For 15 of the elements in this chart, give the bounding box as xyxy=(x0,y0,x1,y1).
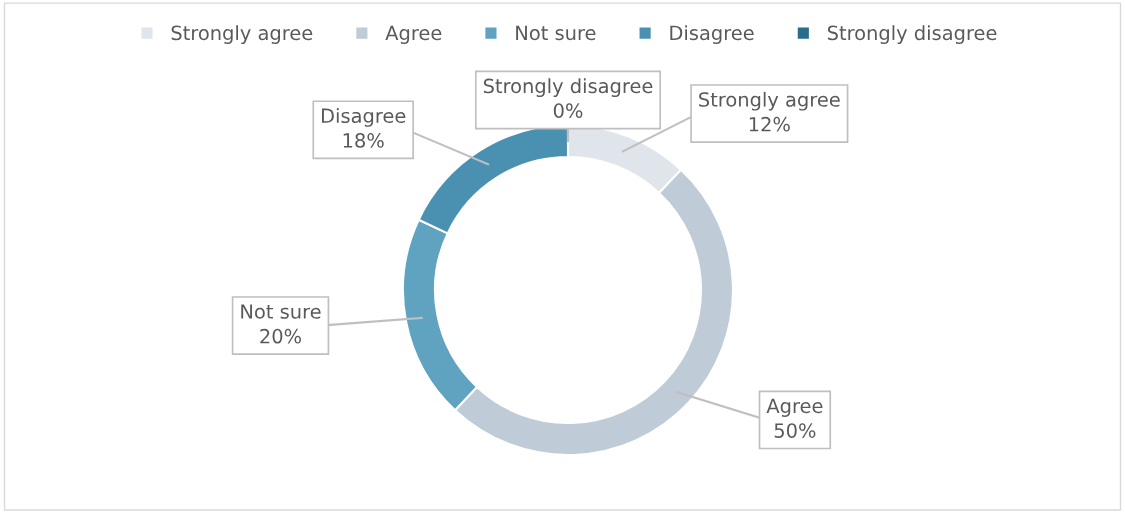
slice-label: Strongly agree xyxy=(699,91,840,111)
legend-label: Not sure xyxy=(516,25,596,41)
slice-label: Agree xyxy=(766,398,823,417)
data-label: 18% xyxy=(343,133,384,148)
legend-label: Disagree xyxy=(670,25,754,44)
data-label: 20% xyxy=(260,328,302,344)
category-label: Strongly disagree xyxy=(483,78,653,98)
slice-label: Not sure xyxy=(241,304,321,319)
text: 0% xyxy=(553,103,583,119)
slice-label: Disagree xyxy=(321,108,406,127)
legend-label: Agree xyxy=(385,25,442,44)
legend-label: Strongly disagree xyxy=(827,25,997,44)
data-label: 50% xyxy=(774,423,816,438)
data-label: 12% xyxy=(749,116,790,132)
legend-label: Strongly agree xyxy=(171,25,313,44)
